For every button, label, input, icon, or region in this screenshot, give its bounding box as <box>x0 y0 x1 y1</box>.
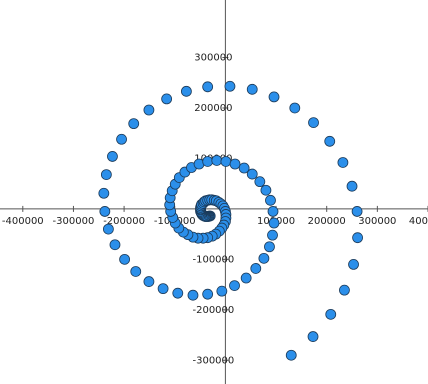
point <box>128 118 140 130</box>
point <box>238 162 250 174</box>
point <box>119 253 131 265</box>
point <box>346 180 358 192</box>
point <box>250 263 262 274</box>
point <box>307 331 319 342</box>
point <box>240 272 252 284</box>
point <box>202 156 214 167</box>
point <box>258 252 270 264</box>
point <box>267 206 279 217</box>
point <box>109 239 121 251</box>
point <box>265 194 276 206</box>
point <box>143 276 155 287</box>
point <box>202 81 214 93</box>
point <box>246 83 258 95</box>
point <box>264 241 275 253</box>
point <box>99 206 111 217</box>
point <box>351 206 363 217</box>
point <box>229 280 240 292</box>
y-tick-label: 300000 <box>194 53 232 64</box>
point <box>116 133 127 145</box>
point <box>268 91 280 103</box>
point <box>268 217 280 229</box>
point <box>220 156 232 167</box>
point <box>107 151 118 162</box>
point <box>180 85 192 97</box>
point <box>267 229 278 241</box>
point <box>352 232 363 244</box>
x-tick-label: 200000 <box>308 216 346 227</box>
x-tick-label: -200000 <box>103 216 145 227</box>
y-tick-label: 200000 <box>194 103 232 114</box>
x-tick-label: -400000 <box>2 216 44 227</box>
x-tick-label: -300000 <box>53 216 95 227</box>
point <box>143 104 155 116</box>
point <box>216 285 228 297</box>
point <box>325 308 337 320</box>
point <box>289 102 301 114</box>
point <box>130 266 142 277</box>
point <box>187 289 199 301</box>
point <box>339 284 350 296</box>
point <box>337 157 349 168</box>
point <box>229 158 241 170</box>
y-tick-label: -300000 <box>192 355 234 366</box>
x-tick-label: 300000 <box>358 216 396 227</box>
point <box>308 117 319 129</box>
point <box>102 223 114 235</box>
point <box>224 80 236 92</box>
point <box>161 93 173 105</box>
x-tick-label: 400000 <box>409 216 428 227</box>
y-tick-label: -200000 <box>192 305 234 316</box>
point <box>157 283 169 295</box>
point <box>285 349 297 361</box>
point <box>348 259 359 270</box>
point <box>98 187 110 199</box>
point <box>202 288 214 300</box>
point <box>172 287 184 299</box>
point <box>246 168 258 180</box>
point <box>324 135 336 147</box>
y-tick-label: -100000 <box>192 254 234 265</box>
point <box>260 184 272 196</box>
point <box>254 176 266 188</box>
point <box>211 155 223 166</box>
point <box>100 169 112 180</box>
